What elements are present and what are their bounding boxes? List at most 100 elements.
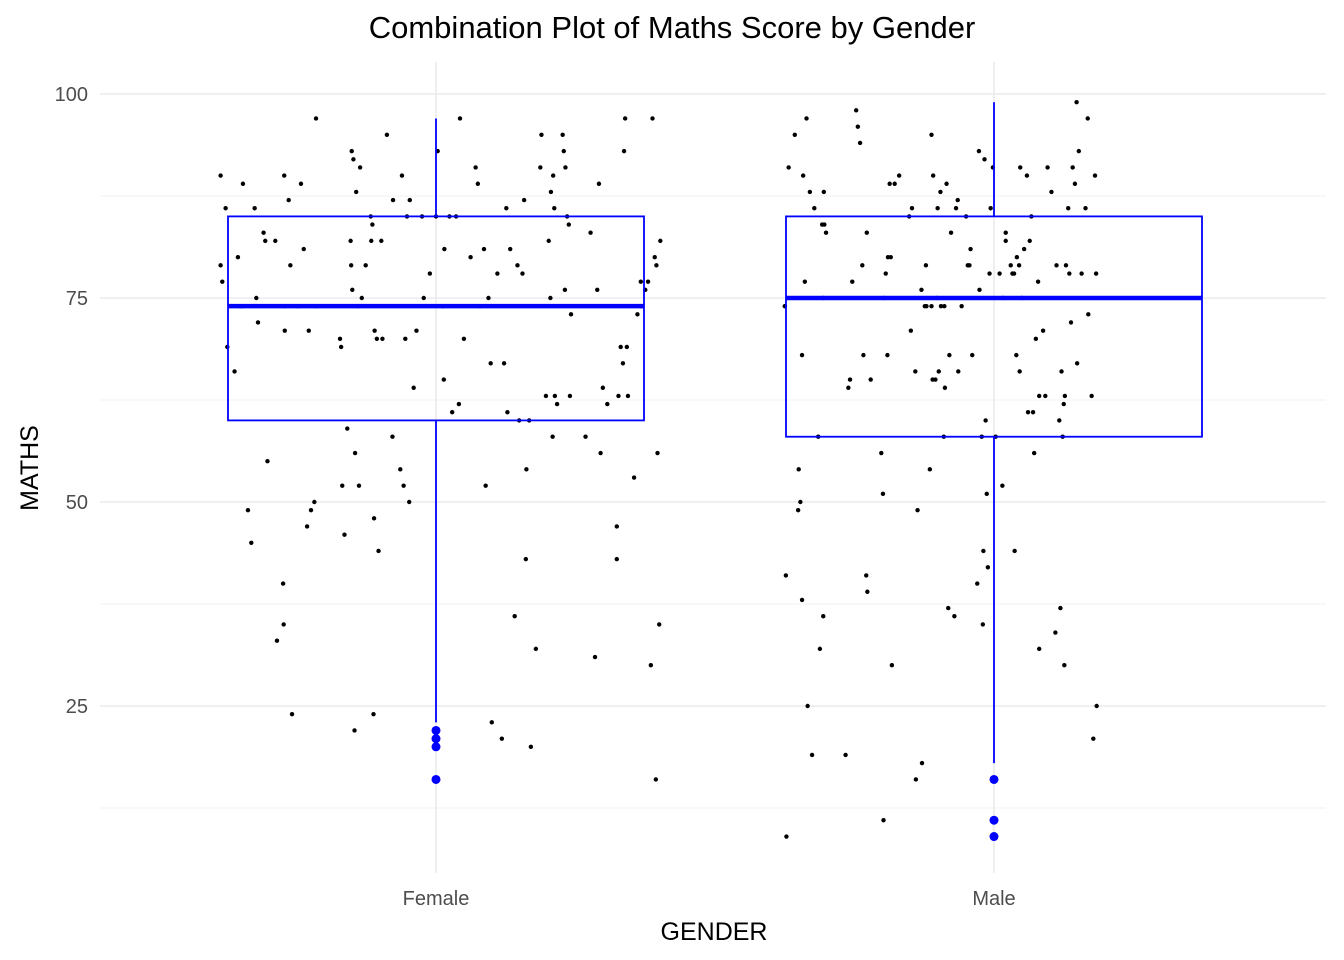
data-point: [1070, 165, 1075, 170]
data-point: [376, 548, 381, 554]
data-point: [967, 263, 972, 268]
data-point: [1086, 312, 1091, 317]
data-point: [857, 140, 863, 146]
data-point: [625, 393, 631, 399]
data-point: [1076, 148, 1082, 154]
data-point: [461, 336, 467, 341]
data-point: [980, 622, 986, 627]
data-point: [795, 507, 801, 513]
data-point: [401, 483, 406, 488]
data-point: [232, 369, 237, 374]
data-point: [263, 238, 268, 244]
axes: 25 50 75 100 Female Male GENDER MATHS: [16, 84, 1016, 946]
data-point: [441, 377, 447, 382]
data-point: [855, 124, 861, 129]
data-point: [883, 271, 888, 276]
data-point: [235, 255, 241, 260]
data-point: [988, 206, 993, 211]
data-point: [786, 165, 791, 170]
data-point: [802, 279, 808, 284]
data-point: [308, 507, 314, 513]
data-point: [298, 181, 304, 186]
data-point: [1063, 263, 1069, 268]
data-point: [282, 173, 287, 178]
data-point: [982, 157, 987, 162]
boxplots: [227, 102, 1203, 842]
data-point: [372, 328, 377, 333]
data-point: [864, 230, 869, 235]
data-point: [997, 271, 1002, 276]
data-point: [860, 263, 865, 268]
data-point: [348, 238, 353, 244]
data-point: [561, 148, 566, 154]
data-point: [550, 173, 556, 178]
data-point: [645, 279, 651, 284]
x-tick-label: Female: [403, 888, 470, 910]
data-point: [864, 573, 869, 578]
data-point: [1040, 328, 1046, 333]
data-point: [846, 385, 851, 390]
data-point: [981, 548, 986, 554]
data-point: [970, 352, 975, 358]
data-point: [562, 287, 568, 293]
data-point: [821, 614, 826, 619]
data-point: [792, 132, 797, 137]
data-point: [398, 467, 403, 472]
data-point: [800, 173, 806, 178]
data-point: [1068, 320, 1074, 325]
data-point: [501, 361, 507, 366]
data-point: [956, 369, 961, 374]
data-point: [499, 736, 505, 741]
data-point: [913, 369, 918, 374]
data-point: [505, 410, 510, 415]
data-point: [592, 654, 598, 660]
data-point: [614, 556, 619, 562]
data-point: [274, 638, 280, 643]
data-point: [948, 230, 954, 235]
data-point: [885, 352, 890, 358]
data-point: [449, 410, 455, 415]
data-point: [799, 597, 805, 603]
data-point: [281, 622, 286, 627]
data-point: [1079, 271, 1084, 276]
data-point: [804, 116, 809, 121]
data-point: [1066, 206, 1071, 211]
data-point: [304, 524, 310, 529]
data-point: [1027, 238, 1032, 244]
data-point: [807, 189, 813, 195]
x-tick-label: Male: [972, 888, 1015, 910]
data-point: [313, 116, 319, 121]
outlier-point: [431, 742, 441, 752]
data-point: [938, 303, 944, 309]
data-point: [812, 206, 817, 211]
data-point: [421, 295, 426, 301]
data-point: [342, 532, 347, 537]
data-point: [595, 287, 600, 293]
y-axis-title: MATHS: [16, 425, 44, 511]
data-point: [1030, 410, 1036, 415]
data-point: [631, 475, 637, 480]
data-point: [1045, 165, 1050, 170]
box-iqr: [785, 215, 1203, 438]
data-point: [1093, 271, 1099, 276]
data-point: [252, 206, 257, 211]
data-point: [624, 344, 630, 350]
data-point: [515, 263, 520, 268]
data-point: [1061, 401, 1066, 407]
data-point: [614, 524, 619, 529]
data-point: [521, 197, 527, 203]
data-point: [337, 336, 343, 341]
data-point: [568, 312, 574, 317]
data-point: [847, 377, 853, 382]
y-tick-label: 100: [55, 84, 88, 106]
data-point: [371, 516, 377, 521]
data-point: [822, 222, 827, 227]
data-point: [930, 173, 936, 178]
data-point: [473, 165, 478, 170]
data-point: [1067, 271, 1072, 276]
data-point: [1014, 255, 1020, 260]
outlier-point: [431, 734, 441, 744]
data-point: [552, 393, 558, 399]
data-point: [1094, 703, 1099, 709]
